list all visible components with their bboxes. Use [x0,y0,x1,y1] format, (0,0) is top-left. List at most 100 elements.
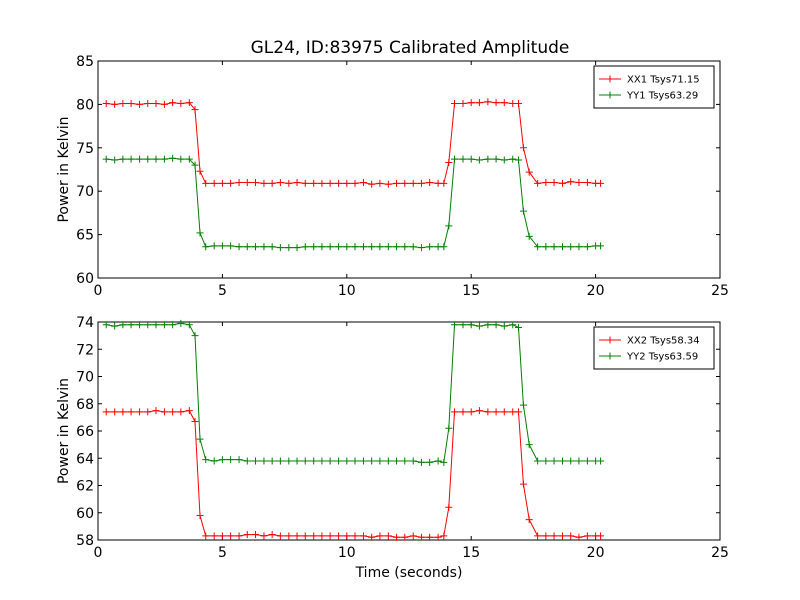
data-point-marker [227,179,235,187]
data-point-marker [210,532,218,540]
data-point-marker [251,179,259,187]
data-point-marker [359,532,367,540]
data-point-marker [185,99,193,107]
data-point-marker [196,229,204,237]
data-point-marker [368,180,376,188]
data-point-marker [243,531,251,539]
data-point-marker [393,179,401,187]
data-point-marker [310,243,318,251]
data-point-marker [514,408,522,416]
data-point-marker [326,457,334,465]
data-point-marker [235,456,243,464]
data-point-marker [293,179,301,187]
data-point-marker [285,179,293,187]
data-point-marker [102,155,110,163]
data-point-marker [136,408,144,416]
data-point-marker [451,321,459,329]
data-point-marker [492,408,500,416]
data-point-marker [451,100,459,108]
x-tick-label: 25 [711,545,729,561]
data-point-marker [268,531,276,539]
data-point-marker [218,242,226,250]
legend-label: YY1 Tsys63.29 [626,91,698,102]
data-point-marker [335,243,343,251]
data-point-marker [514,323,522,331]
data-point-marker [393,533,401,541]
data-point-marker [276,457,284,465]
data-point-marker [301,457,309,465]
data-point-marker [293,244,301,252]
ylabel-bottom: Power in Kelvin [56,378,72,484]
data-point-marker [196,511,204,519]
data-point-marker [119,155,127,163]
data-point-marker [359,243,367,251]
data-point-marker [401,243,409,251]
data-point-marker [434,533,442,541]
data-point-marker [451,408,459,416]
data-point-marker [484,321,492,329]
data-point-marker [326,179,334,187]
data-point-marker [235,532,243,540]
data-point-marker [401,533,409,541]
data-point-marker [251,243,259,251]
data-point-marker [160,408,168,416]
data-point-marker [467,99,475,107]
data-point-marker [525,232,533,240]
data-point-marker [475,407,483,415]
data-point-marker [136,321,144,329]
data-point-marker [368,243,376,251]
data-point-marker [111,156,119,164]
data-point-marker [227,456,235,464]
legend-marker [606,352,614,360]
data-point-marker [567,457,575,465]
data-point-marker [459,408,467,416]
data-point-marker [459,321,467,329]
data-point-marker [534,532,542,540]
data-point-marker [534,179,542,187]
data-point-marker [440,532,448,540]
y-tick-label: 60 [76,506,94,522]
data-point-marker [500,156,508,164]
data-point-marker [393,457,401,465]
data-point-marker [144,408,152,416]
data-point-marker [301,532,309,540]
data-point-marker [492,99,500,107]
data-point-marker [144,321,152,329]
data-point-marker [285,532,293,540]
data-point-marker [318,532,326,540]
data-point-marker [169,321,177,329]
data-point-marker [260,179,268,187]
data-point-marker [185,407,193,415]
data-point-marker [152,407,160,415]
data-point-marker [260,457,268,465]
y-tick-label: 64 [76,451,94,467]
x-tick-label: 0 [94,283,103,299]
data-point-marker [335,532,343,540]
data-point-marker [467,408,475,416]
data-point-marker [525,441,533,449]
data-point-marker [384,457,392,465]
data-point-marker [426,243,434,251]
data-point-marker [597,532,605,540]
data-point-marker [597,179,605,187]
data-point-marker [409,532,417,540]
data-point-marker [417,458,425,466]
series-line [106,410,601,538]
data-point-marker [484,408,492,416]
data-point-marker [459,100,467,108]
y-tick-label: 60 [76,271,94,287]
data-point-marker [451,155,459,163]
data-point-marker [409,179,417,187]
data-point-marker [293,532,301,540]
data-point-marker [409,243,417,251]
data-point-marker [445,159,453,167]
data-point-marker [202,243,210,251]
data-point-marker [583,179,591,187]
data-point-marker [136,155,144,163]
data-point-marker [475,156,483,164]
data-point-marker [127,100,135,108]
data-point-marker [218,456,226,464]
data-point-marker [550,457,558,465]
data-point-marker [417,244,425,252]
data-point-marker [384,180,392,188]
